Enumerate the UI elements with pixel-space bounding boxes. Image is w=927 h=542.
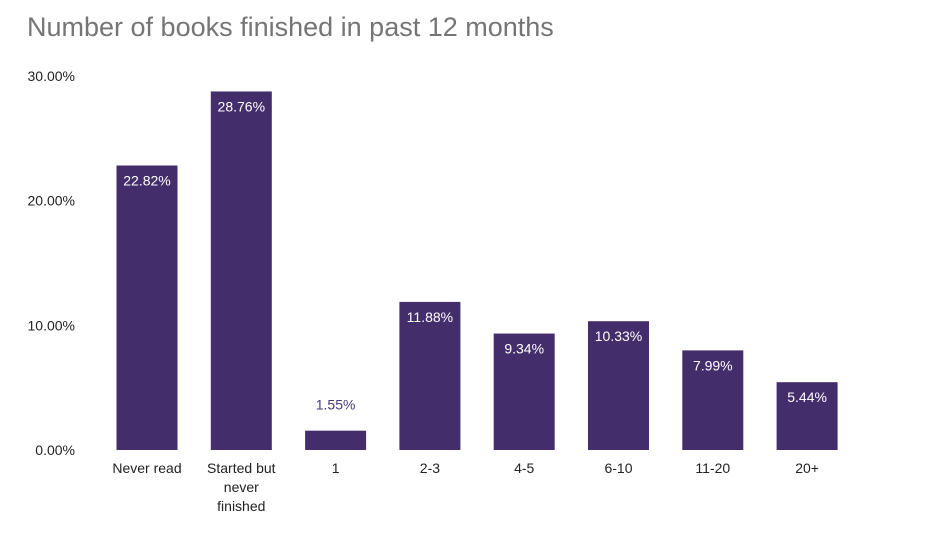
- bar: [776, 382, 838, 450]
- bar: [399, 301, 461, 450]
- data-label: 10.33%: [595, 328, 642, 344]
- data-label: 5.44%: [787, 389, 827, 405]
- chart-title: Number of books finished in past 12 mont…: [27, 12, 554, 42]
- bar: [210, 91, 272, 450]
- bar: [493, 333, 555, 450]
- bar: [682, 350, 744, 450]
- bar: [588, 321, 649, 450]
- data-label: 9.34%: [504, 341, 544, 357]
- x-tick-label: 2-3: [420, 460, 440, 476]
- data-label: 11.88%: [407, 309, 453, 325]
- x-tick-label: 6-10: [604, 460, 632, 476]
- x-axis: Never read Started but never finished 1 2-3 4-…: [112, 460, 819, 514]
- x-tick-label: 1: [332, 460, 340, 476]
- y-tick-label: 0.00%: [35, 442, 75, 458]
- x-tick-label: Started but never finished: [207, 460, 276, 514]
- bars: 22.82% 28.76% 1.55% 11.88% 9.34% 10.33% 7.99% 5…: [116, 91, 838, 450]
- data-label: 22.82%: [123, 173, 170, 189]
- data-label: 28.76%: [218, 98, 265, 114]
- y-axis: 0.00% 10.00% 20.00% 30.00%: [28, 68, 75, 458]
- y-tick-label: 10.00%: [28, 317, 75, 333]
- x-tick-label: 4-5: [514, 460, 534, 476]
- bar: [305, 430, 367, 450]
- y-tick-label: 30.00%: [28, 68, 75, 84]
- x-tick-label: 20+: [795, 460, 819, 476]
- bar: [116, 165, 178, 450]
- y-tick-label: 20.00%: [28, 193, 75, 209]
- x-tick-label: Never read: [112, 460, 181, 476]
- data-label: 7.99%: [693, 357, 733, 373]
- data-label: 1.55%: [316, 397, 356, 413]
- x-tick-label: 11-20: [695, 460, 730, 476]
